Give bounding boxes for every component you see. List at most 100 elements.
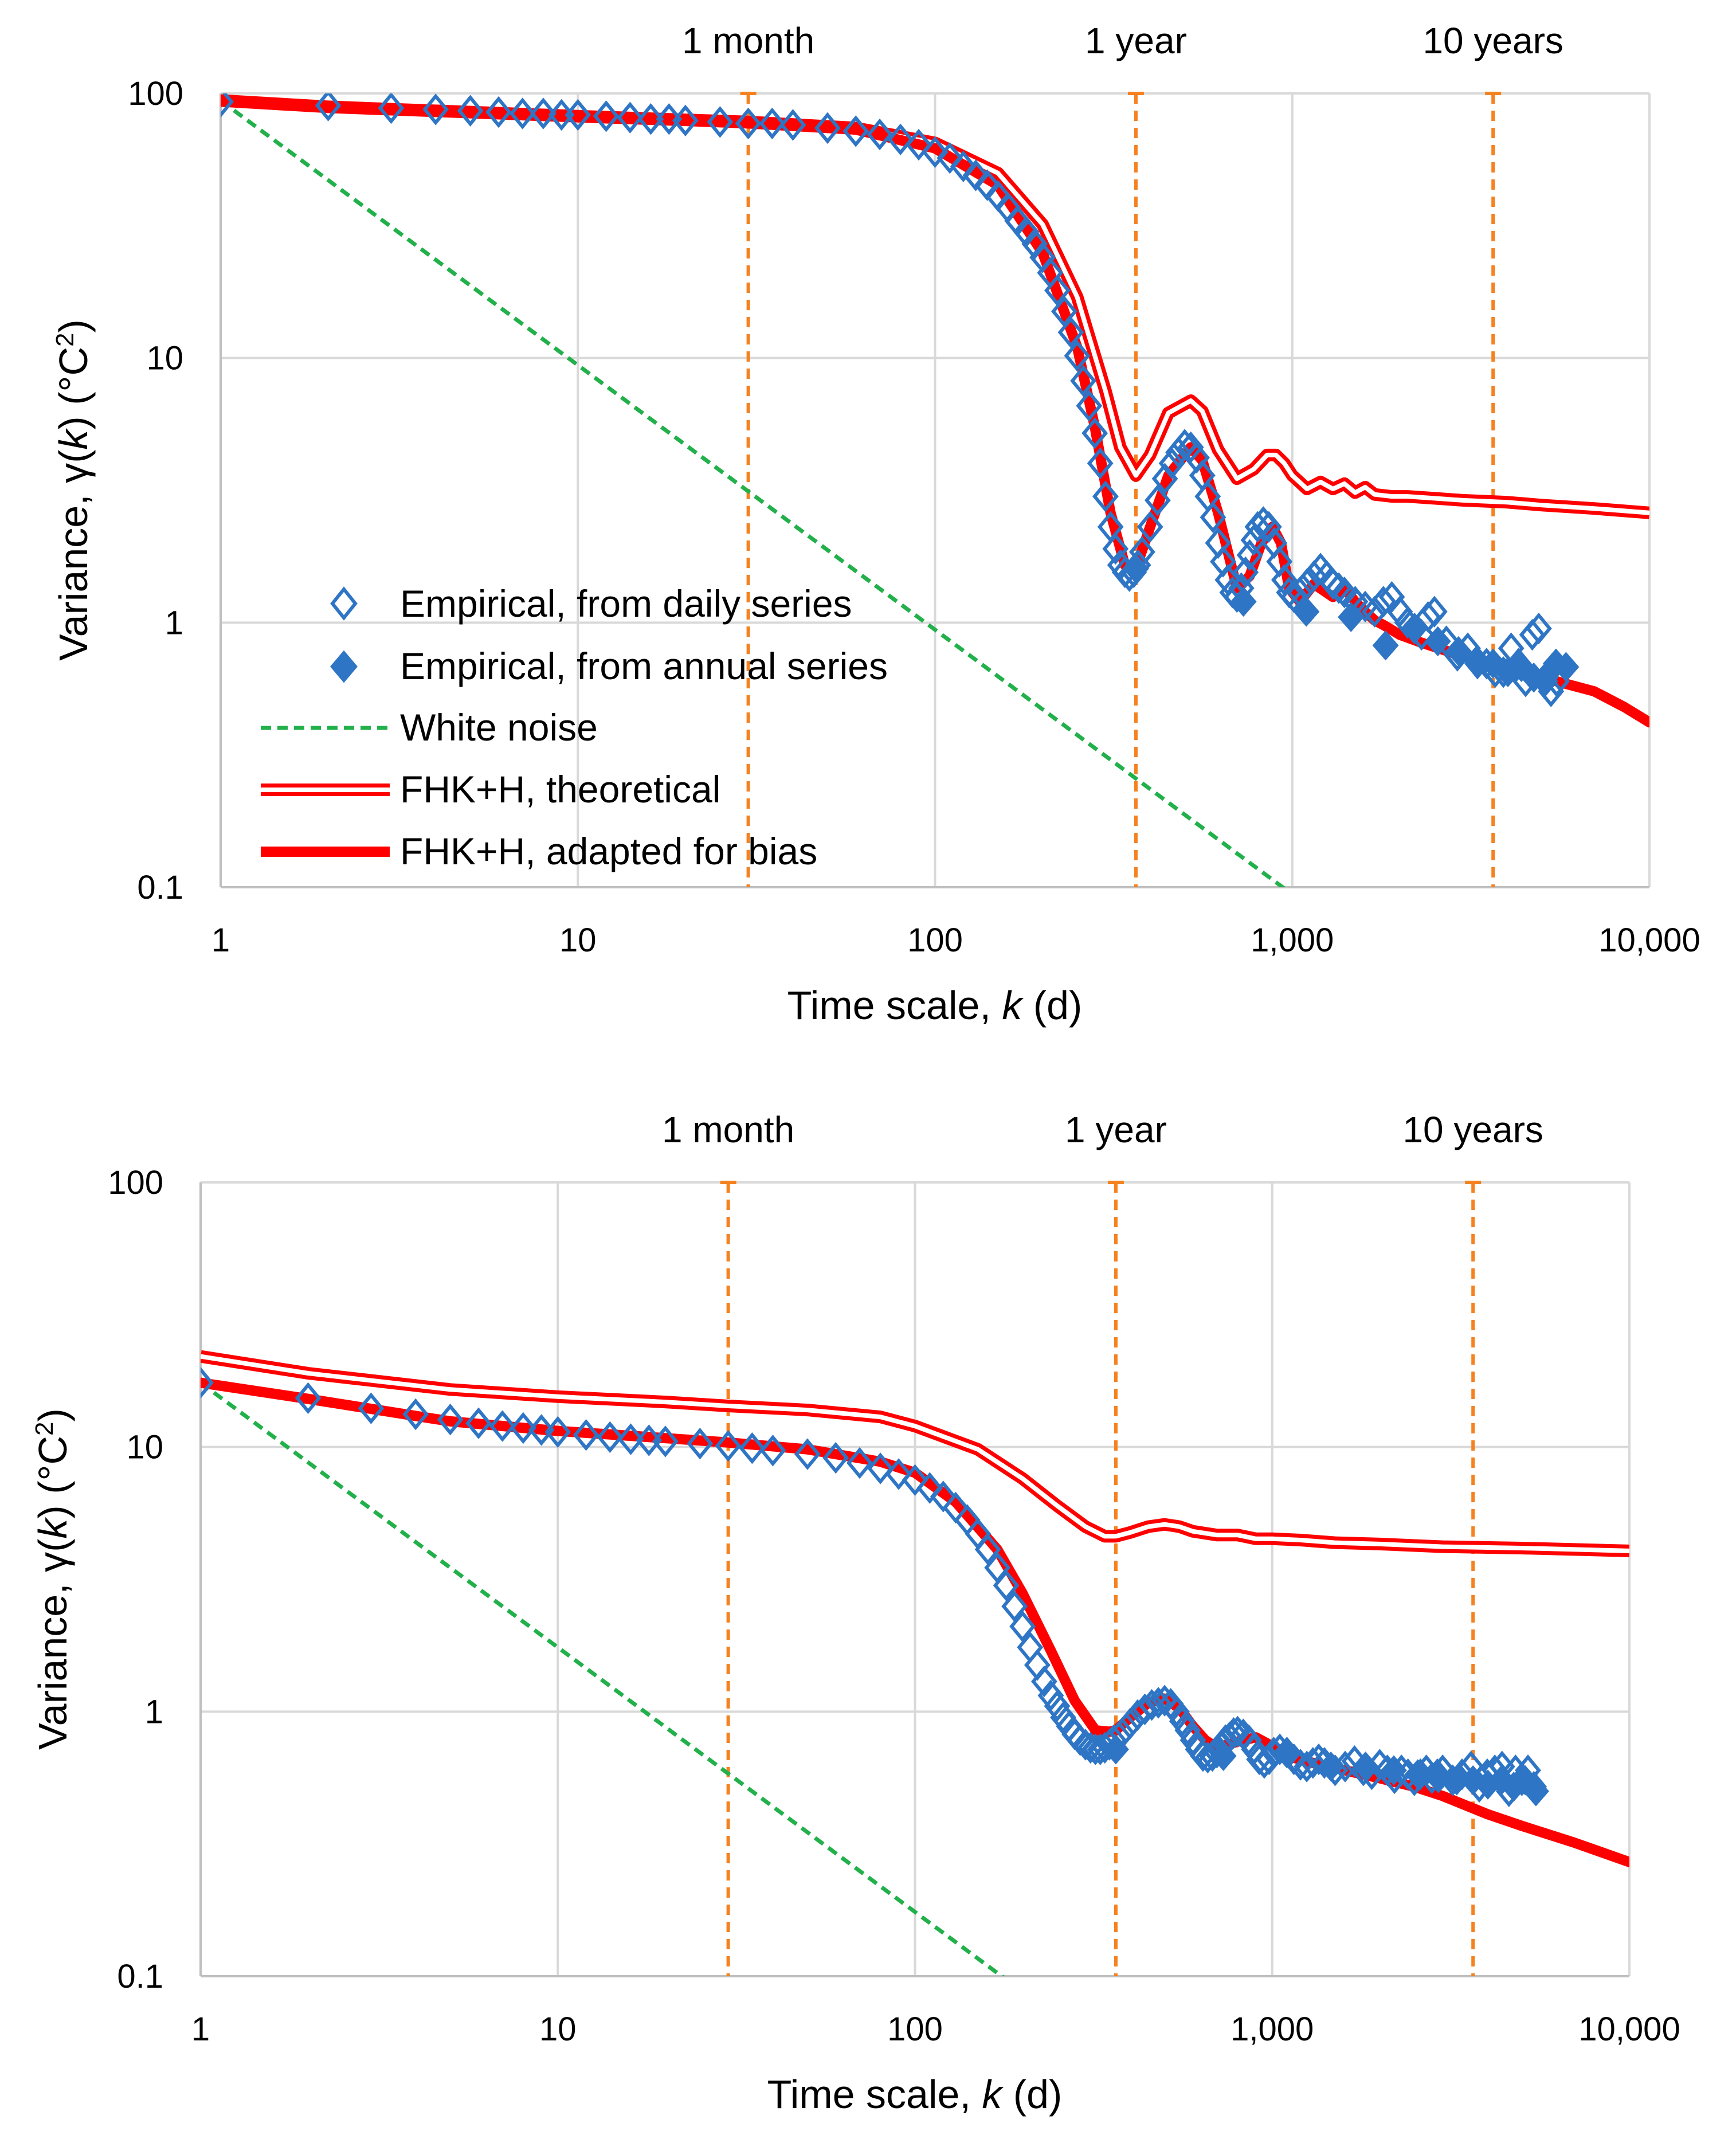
daily-point — [1421, 596, 1448, 628]
daily-point — [510, 1412, 536, 1444]
daily-point — [1145, 484, 1171, 516]
annual-point — [1230, 586, 1257, 617]
daily-point — [358, 1392, 385, 1424]
gridlines — [220, 92, 1651, 888]
daily-point — [759, 1435, 786, 1467]
daily-point — [221, 93, 234, 118]
daily-point — [1081, 417, 1108, 449]
legend-entry-theoretical: FHK+H, theoretical — [261, 768, 720, 810]
daily-point — [617, 101, 644, 134]
daily-point — [887, 123, 914, 156]
daily-point — [1236, 1724, 1262, 1756]
theoretical-line-inner — [201, 1354, 1629, 1553]
legend-label-daily: Empirical, from daily series — [400, 582, 852, 625]
daily-point — [457, 95, 484, 127]
daily-point — [295, 1382, 322, 1415]
daily-point — [1009, 1610, 1036, 1643]
daily-point — [1224, 1715, 1251, 1748]
daily-point — [902, 1464, 928, 1496]
chart-panel-bottom: 1 month 1 year 10 years 1 10 100 1,000 10,000 … — [30, 1109, 1680, 2117]
daily-point — [1102, 532, 1129, 565]
daily-point — [637, 103, 664, 135]
legend-entry-white-noise: White noise — [261, 706, 598, 749]
daily-point — [962, 159, 989, 191]
daily-point — [735, 107, 762, 140]
daily-point — [1070, 365, 1096, 397]
daily-point — [1044, 1690, 1071, 1722]
daily-point — [1001, 1590, 1028, 1623]
daily-point — [739, 1432, 766, 1464]
daily-point — [1137, 511, 1163, 543]
annual-point — [1372, 630, 1399, 661]
legend: Empirical, from daily series Empirical, … — [261, 582, 888, 872]
x-tick-label: 10,000 — [1578, 2011, 1680, 2048]
annual-point — [1318, 1751, 1345, 1782]
annual-point — [1445, 636, 1472, 667]
daily-point — [715, 1429, 742, 1462]
daily-point — [528, 1414, 555, 1446]
daily-point — [485, 96, 512, 128]
white-noise-line — [221, 99, 1286, 887]
legend-label-annual: Empirical, from annual series — [400, 645, 888, 687]
daily-point — [867, 1452, 894, 1484]
y-tick-label: 10 — [126, 1429, 163, 1466]
daily-markers-layer — [201, 1366, 1547, 1808]
daily-point — [687, 1427, 714, 1460]
legend-entry-adapted: FHK+H, adapted for bias — [261, 830, 817, 872]
daily-point — [1299, 1747, 1326, 1779]
x-tick-label: 100 — [887, 2011, 943, 2048]
daily-point — [672, 104, 699, 137]
daily-point — [885, 1458, 912, 1490]
y-axis-title: Variance, γ(k) (°C2) — [51, 319, 96, 661]
x-axis-title: Time scale, k (d) — [787, 983, 1083, 1028]
daily-point — [1031, 1665, 1057, 1698]
y-tick-label: 100 — [108, 1164, 163, 1201]
annual-point — [1293, 596, 1320, 627]
daily-point — [617, 1423, 644, 1455]
annual-point — [1425, 1763, 1452, 1793]
white-noise-layer — [221, 99, 1286, 887]
daily-point — [1294, 568, 1320, 600]
reference-line-label: 1 year — [1065, 1109, 1167, 1150]
daily-point — [794, 1438, 821, 1470]
daily-point — [950, 150, 977, 183]
daily-point — [530, 97, 557, 130]
daily-point — [1414, 601, 1441, 633]
daily-point — [1174, 1714, 1201, 1746]
annual-point — [1338, 602, 1365, 632]
daily-point — [1232, 556, 1259, 589]
x-tick-label: 1,000 — [1231, 2011, 1314, 2048]
annual-point — [1400, 613, 1427, 644]
annual-point — [1424, 626, 1451, 657]
daily-point — [847, 1447, 873, 1479]
daily-point — [593, 100, 620, 132]
daily-point — [1244, 511, 1271, 543]
daily-point — [1087, 447, 1114, 480]
annual-point — [1102, 1734, 1129, 1765]
daily-point — [1021, 228, 1048, 260]
daily-point — [1138, 1689, 1165, 1721]
chart-panel-top: 1 month 1 year 10 years 1 10 100 1,000 10,000 … — [51, 20, 1700, 1028]
x-tick-label: 1 — [211, 922, 230, 959]
daily-point — [489, 1410, 516, 1442]
daily-point — [922, 136, 949, 169]
x-tick-labels: 1 10 100 1,000 10,000 — [191, 2011, 1680, 2048]
daily-point — [509, 97, 536, 130]
daily-point — [707, 106, 734, 138]
plot-clip-region — [201, 1182, 1629, 1976]
gridlines — [199, 1181, 1631, 1977]
daily-point — [822, 1441, 849, 1474]
daily-point — [867, 118, 893, 151]
annual-markers-layer — [1102, 1734, 1549, 1807]
y-tick-label: 1 — [165, 604, 183, 641]
reference-line-label: 1 month — [662, 1109, 794, 1150]
plot-clip-region — [221, 93, 1649, 887]
y-axis-title: Variance, γ(k) (°C2) — [30, 1408, 76, 1750]
y-tick-labels: 0.1 1 10 100 — [108, 1164, 163, 1995]
daily-point — [636, 1424, 663, 1456]
daily-point — [779, 109, 806, 141]
x-axis-title: Time scale, k (d) — [767, 2072, 1063, 2117]
daily-point — [1331, 576, 1358, 609]
daily-point — [1163, 1695, 1190, 1728]
daily-point — [1319, 568, 1346, 600]
